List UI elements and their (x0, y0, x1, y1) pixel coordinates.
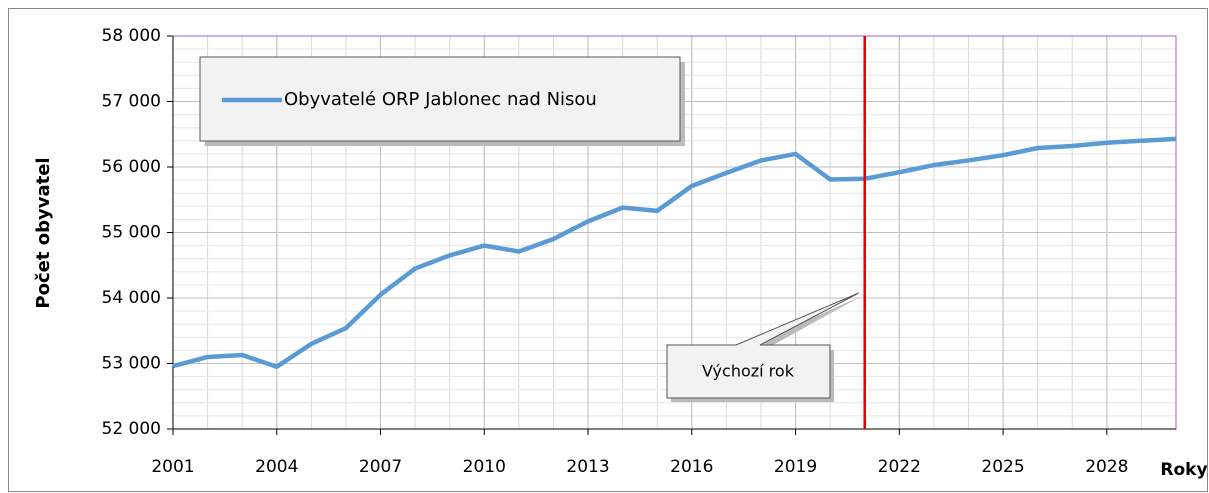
x-tick-label: 2019 (774, 457, 817, 477)
x-axis-label: Roky (1160, 460, 1207, 480)
y-tick-label: 58 000 (102, 26, 161, 46)
x-tick-label: 2016 (670, 457, 713, 477)
x-tick-label: 2022 (878, 457, 921, 477)
x-tick-label: 2007 (359, 457, 402, 477)
x-tick-label: 2010 (463, 457, 506, 477)
y-tick-label: 54 000 (102, 288, 161, 308)
y-tick-label: 55 000 (102, 223, 161, 243)
y-tick-label: 57 000 (102, 92, 161, 112)
x-tick-label: 2028 (1085, 457, 1128, 477)
x-tick-label: 2013 (566, 457, 609, 477)
y-tick-label: 53 000 (102, 354, 161, 374)
y-axis-label: Počet obyvatel (33, 157, 54, 308)
y-tick-label: 52 000 (102, 419, 161, 439)
y-tick-label: 56 000 (102, 157, 161, 177)
x-tick-label: 2025 (981, 457, 1024, 477)
x-tick-label: 2004 (255, 457, 298, 477)
legend-label: Obyvatelé ORP Jablonec nad Nisou (284, 89, 597, 110)
annotation: Výchozí rok (702, 362, 795, 381)
callout (666, 292, 859, 399)
x-tick-label: 2001 (151, 457, 194, 477)
data-line (172, 136, 1177, 370)
